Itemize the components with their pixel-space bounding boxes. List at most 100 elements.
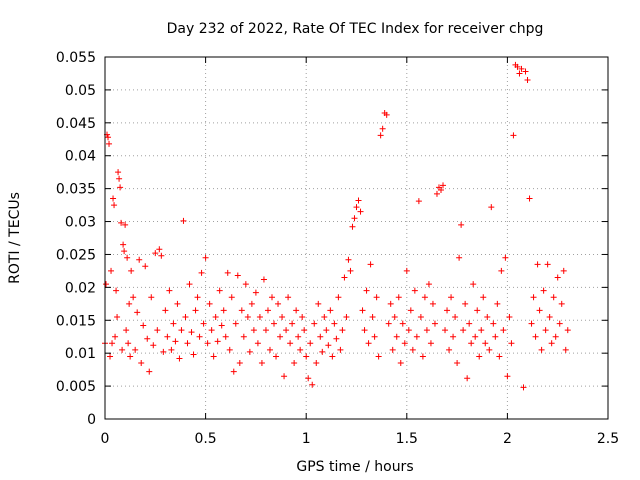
data-point [214, 338, 221, 345]
data-point [126, 300, 133, 307]
data-point [339, 327, 346, 334]
data-point [417, 313, 424, 320]
data-point [333, 335, 340, 342]
data-point [134, 309, 141, 316]
y-tick-label: 0.035 [56, 182, 96, 198]
data-point [421, 294, 428, 301]
data-point [409, 346, 416, 353]
data-point [425, 281, 432, 288]
data-point [184, 340, 191, 347]
data-point [254, 340, 261, 347]
data-point [472, 333, 479, 340]
grid-lines [105, 57, 608, 419]
data-point [391, 313, 398, 320]
x-tick-label: 0.5 [194, 431, 216, 447]
data-point [528, 320, 535, 327]
data-point [313, 360, 320, 367]
data-point [192, 307, 199, 314]
data-point [456, 254, 463, 261]
data-point [359, 307, 366, 314]
data-point [176, 355, 183, 362]
data-point [128, 267, 135, 274]
data-point [564, 327, 571, 334]
data-point [188, 329, 195, 336]
data-point [271, 320, 278, 327]
y-tick-label: 0.04 [65, 149, 96, 165]
data-point [554, 274, 561, 281]
data-point [490, 320, 497, 327]
data-point [125, 340, 132, 347]
data-point [103, 281, 110, 288]
data-point [287, 340, 294, 347]
data-point [275, 300, 282, 307]
data-point [556, 320, 563, 327]
data-point [423, 327, 430, 334]
data-point [397, 360, 404, 367]
data-point [492, 333, 499, 340]
data-point [466, 320, 473, 327]
data-point [433, 190, 440, 197]
data-point [238, 307, 245, 314]
data-point [246, 348, 253, 355]
data-point [248, 300, 255, 307]
x-tick-label: 0 [101, 431, 110, 447]
data-point [224, 269, 231, 276]
data-point [291, 360, 298, 367]
data-point [262, 327, 269, 334]
data-point [266, 346, 273, 353]
data-point [357, 208, 364, 215]
data-point [448, 294, 455, 301]
data-point [301, 327, 308, 334]
data-point [452, 313, 459, 320]
y-tick-label: 0.02 [65, 280, 96, 296]
data-point [347, 267, 354, 274]
data-point [510, 132, 517, 139]
data-point [522, 68, 529, 75]
data-point [478, 327, 485, 334]
data-point [138, 360, 145, 367]
data-point [520, 384, 527, 391]
data-point [204, 340, 211, 347]
data-point [283, 327, 290, 334]
data-point [208, 327, 215, 334]
data-point [281, 373, 288, 380]
data-point [140, 322, 147, 329]
data-point [164, 333, 171, 340]
data-point [351, 215, 358, 222]
data-point [111, 202, 118, 209]
data-point [538, 346, 545, 353]
data-point [115, 169, 122, 176]
data-point [508, 340, 515, 347]
data-point [309, 381, 316, 388]
y-tick-label: 0.03 [65, 215, 96, 231]
data-point [349, 223, 356, 230]
data-point [496, 353, 503, 360]
data-point [323, 327, 330, 334]
data-point [502, 254, 509, 261]
data-point [154, 327, 161, 334]
data-point [526, 195, 533, 202]
data-point [419, 353, 426, 360]
x-tick-label: 1 [302, 431, 311, 447]
data-point [442, 327, 449, 334]
data-point [256, 313, 263, 320]
data-point [116, 175, 123, 182]
data-point [516, 70, 523, 77]
data-point [117, 184, 124, 191]
data-point [482, 340, 489, 347]
data-point [297, 346, 304, 353]
data-point [542, 327, 549, 334]
data-point [279, 313, 286, 320]
data-point [540, 287, 547, 294]
data-point [514, 63, 521, 70]
data-point [242, 281, 249, 288]
data-point [550, 294, 557, 301]
data-point [546, 313, 553, 320]
data-point [319, 348, 326, 355]
y-tick-label: 0.01 [65, 346, 96, 362]
data-point [327, 307, 334, 314]
data-point [118, 219, 125, 226]
data-point [216, 287, 223, 294]
data-point [196, 333, 203, 340]
y-tick-label: 0.05 [65, 83, 96, 99]
